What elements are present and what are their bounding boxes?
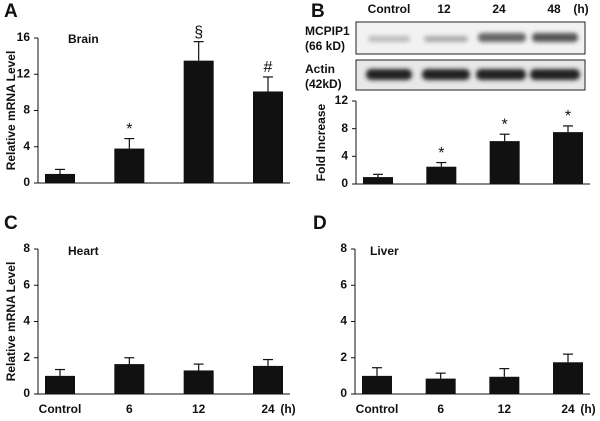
y-tick-label: 16: [17, 30, 31, 44]
x-tick-label: 24: [561, 402, 575, 416]
bar: [253, 365, 283, 394]
y-tick-label: 12: [335, 93, 349, 107]
blot-bands: [366, 69, 580, 80]
y-tick-label: 0: [23, 386, 30, 400]
bar: [183, 370, 214, 394]
significance-marker: §: [194, 24, 203, 41]
x-tick-label: 12: [498, 402, 512, 416]
significance-marker: #: [264, 59, 273, 76]
x-unit: (h): [280, 402, 295, 416]
lane-label: Control: [368, 2, 411, 16]
lane-label: 48: [547, 2, 561, 16]
x-tick-label: 12: [192, 402, 206, 416]
y-axis-label: Relative mRNA Level: [4, 262, 18, 382]
y-tick-label: 8: [340, 241, 347, 255]
significance-marker: *: [565, 108, 571, 125]
bar: [425, 378, 456, 394]
x-tick-label: 6: [437, 402, 444, 416]
chart-title: Liver: [370, 244, 399, 258]
y-tick-label: 4: [341, 149, 348, 163]
x-tick-label: Control: [356, 402, 399, 416]
y-tick-label: 6: [23, 277, 30, 291]
y-tick-label: 2: [23, 350, 30, 364]
y-axis-label: Fold Increase: [314, 104, 328, 182]
panel-letter: B: [311, 1, 325, 22]
lane-unit: (h): [573, 2, 588, 16]
significance-marker: *: [126, 121, 132, 138]
blot-size: (66 kD): [305, 39, 345, 53]
y-tick-label: 8: [23, 103, 30, 117]
y-tick-label: 4: [23, 314, 30, 328]
bar: [553, 362, 583, 394]
blot-label: MCPIP1: [305, 24, 350, 38]
x-tick-label: 6: [126, 402, 133, 416]
y-tick-label: 4: [23, 139, 30, 153]
bar: [114, 148, 145, 183]
bar: [489, 376, 520, 394]
lane-label: 24: [492, 2, 506, 16]
chart-title: Heart: [68, 244, 99, 258]
bar: [426, 166, 457, 184]
bar: [489, 141, 520, 184]
panel-letter: D: [313, 213, 327, 234]
x-tick-label: 24: [261, 402, 275, 416]
y-tick-label: 4: [340, 314, 347, 328]
x-tick-label: Control: [39, 402, 82, 416]
y-tick-label: 6: [340, 277, 347, 291]
chart-title: Brain: [68, 32, 99, 46]
blot-bands: [368, 33, 578, 42]
y-tick-label: 12: [17, 66, 31, 80]
y-tick-label: 8: [341, 121, 348, 135]
y-tick-label: 0: [23, 175, 30, 189]
y-tick-label: 0: [340, 386, 347, 400]
bar: [362, 375, 392, 394]
bar: [45, 173, 75, 183]
bar: [114, 364, 145, 394]
bar: [253, 91, 283, 183]
bar: [553, 132, 583, 184]
bar: [183, 60, 214, 183]
y-axis-label: Relative mRNA Level: [4, 51, 18, 171]
bar: [363, 177, 393, 184]
lane-label: 12: [437, 2, 451, 16]
significance-marker: *: [438, 145, 444, 162]
blot-label: Actin: [305, 62, 335, 76]
y-tick-label: 8: [23, 241, 30, 255]
significance-marker: *: [502, 116, 508, 133]
x-unit: (h): [580, 402, 595, 416]
panel-letter: A: [4, 1, 18, 22]
y-tick-label: 0: [341, 176, 348, 190]
panel-letter: C: [4, 213, 18, 234]
blot-size: (42kD): [305, 77, 342, 91]
bar: [45, 375, 75, 394]
y-tick-label: 2: [340, 350, 347, 364]
